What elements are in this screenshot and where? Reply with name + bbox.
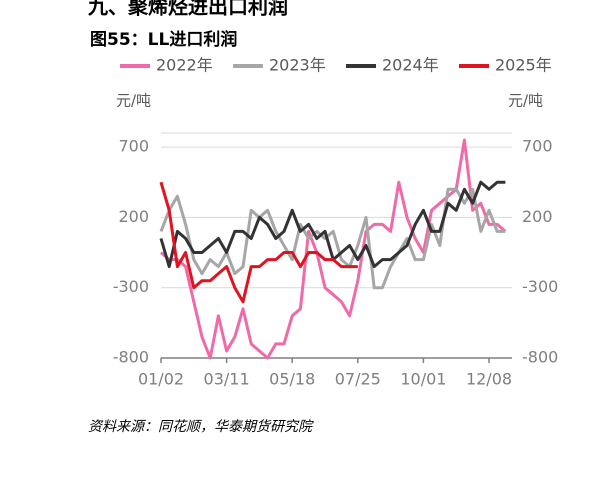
legend-label: 2024年 bbox=[382, 56, 439, 75]
y-axis-label: 元/吨 bbox=[116, 92, 151, 110]
y2-tick-label: 200 bbox=[522, 207, 553, 226]
x-tick-label: 01/02 bbox=[138, 370, 184, 389]
x-tick-label: 10/01 bbox=[400, 370, 446, 389]
x-tick-label: 07/25 bbox=[335, 370, 381, 389]
y-tick-label: -800 bbox=[113, 348, 149, 367]
series-line bbox=[160, 138, 507, 360]
source-note: 资料来源：同花顺，华泰期货研究院 bbox=[88, 419, 314, 435]
x-tick-label: 03/11 bbox=[204, 370, 250, 389]
y2-axis-label: 元/吨 bbox=[508, 92, 543, 110]
y-tick-label: 200 bbox=[118, 207, 149, 226]
x-tick-label: 05/18 bbox=[269, 370, 315, 389]
legend-label: 2022年 bbox=[156, 56, 213, 75]
section-title: 九、聚烯烃进出口利润 bbox=[87, 0, 288, 19]
y2-tick-label: -800 bbox=[522, 348, 558, 367]
series-line bbox=[159, 181, 358, 304]
y-tick-label: -300 bbox=[113, 277, 149, 296]
series-line bbox=[159, 180, 506, 269]
series-line bbox=[159, 187, 506, 290]
y2-tick-label: -300 bbox=[522, 277, 558, 296]
legend-label: 2025年 bbox=[495, 56, 552, 75]
y-tick-label: 700 bbox=[118, 137, 149, 156]
y2-tick-label: 700 bbox=[522, 137, 553, 156]
chart-title: 图55：LL进口利润 bbox=[90, 29, 237, 50]
legend-label: 2023年 bbox=[269, 56, 326, 75]
x-tick-label: 12/08 bbox=[466, 370, 512, 389]
